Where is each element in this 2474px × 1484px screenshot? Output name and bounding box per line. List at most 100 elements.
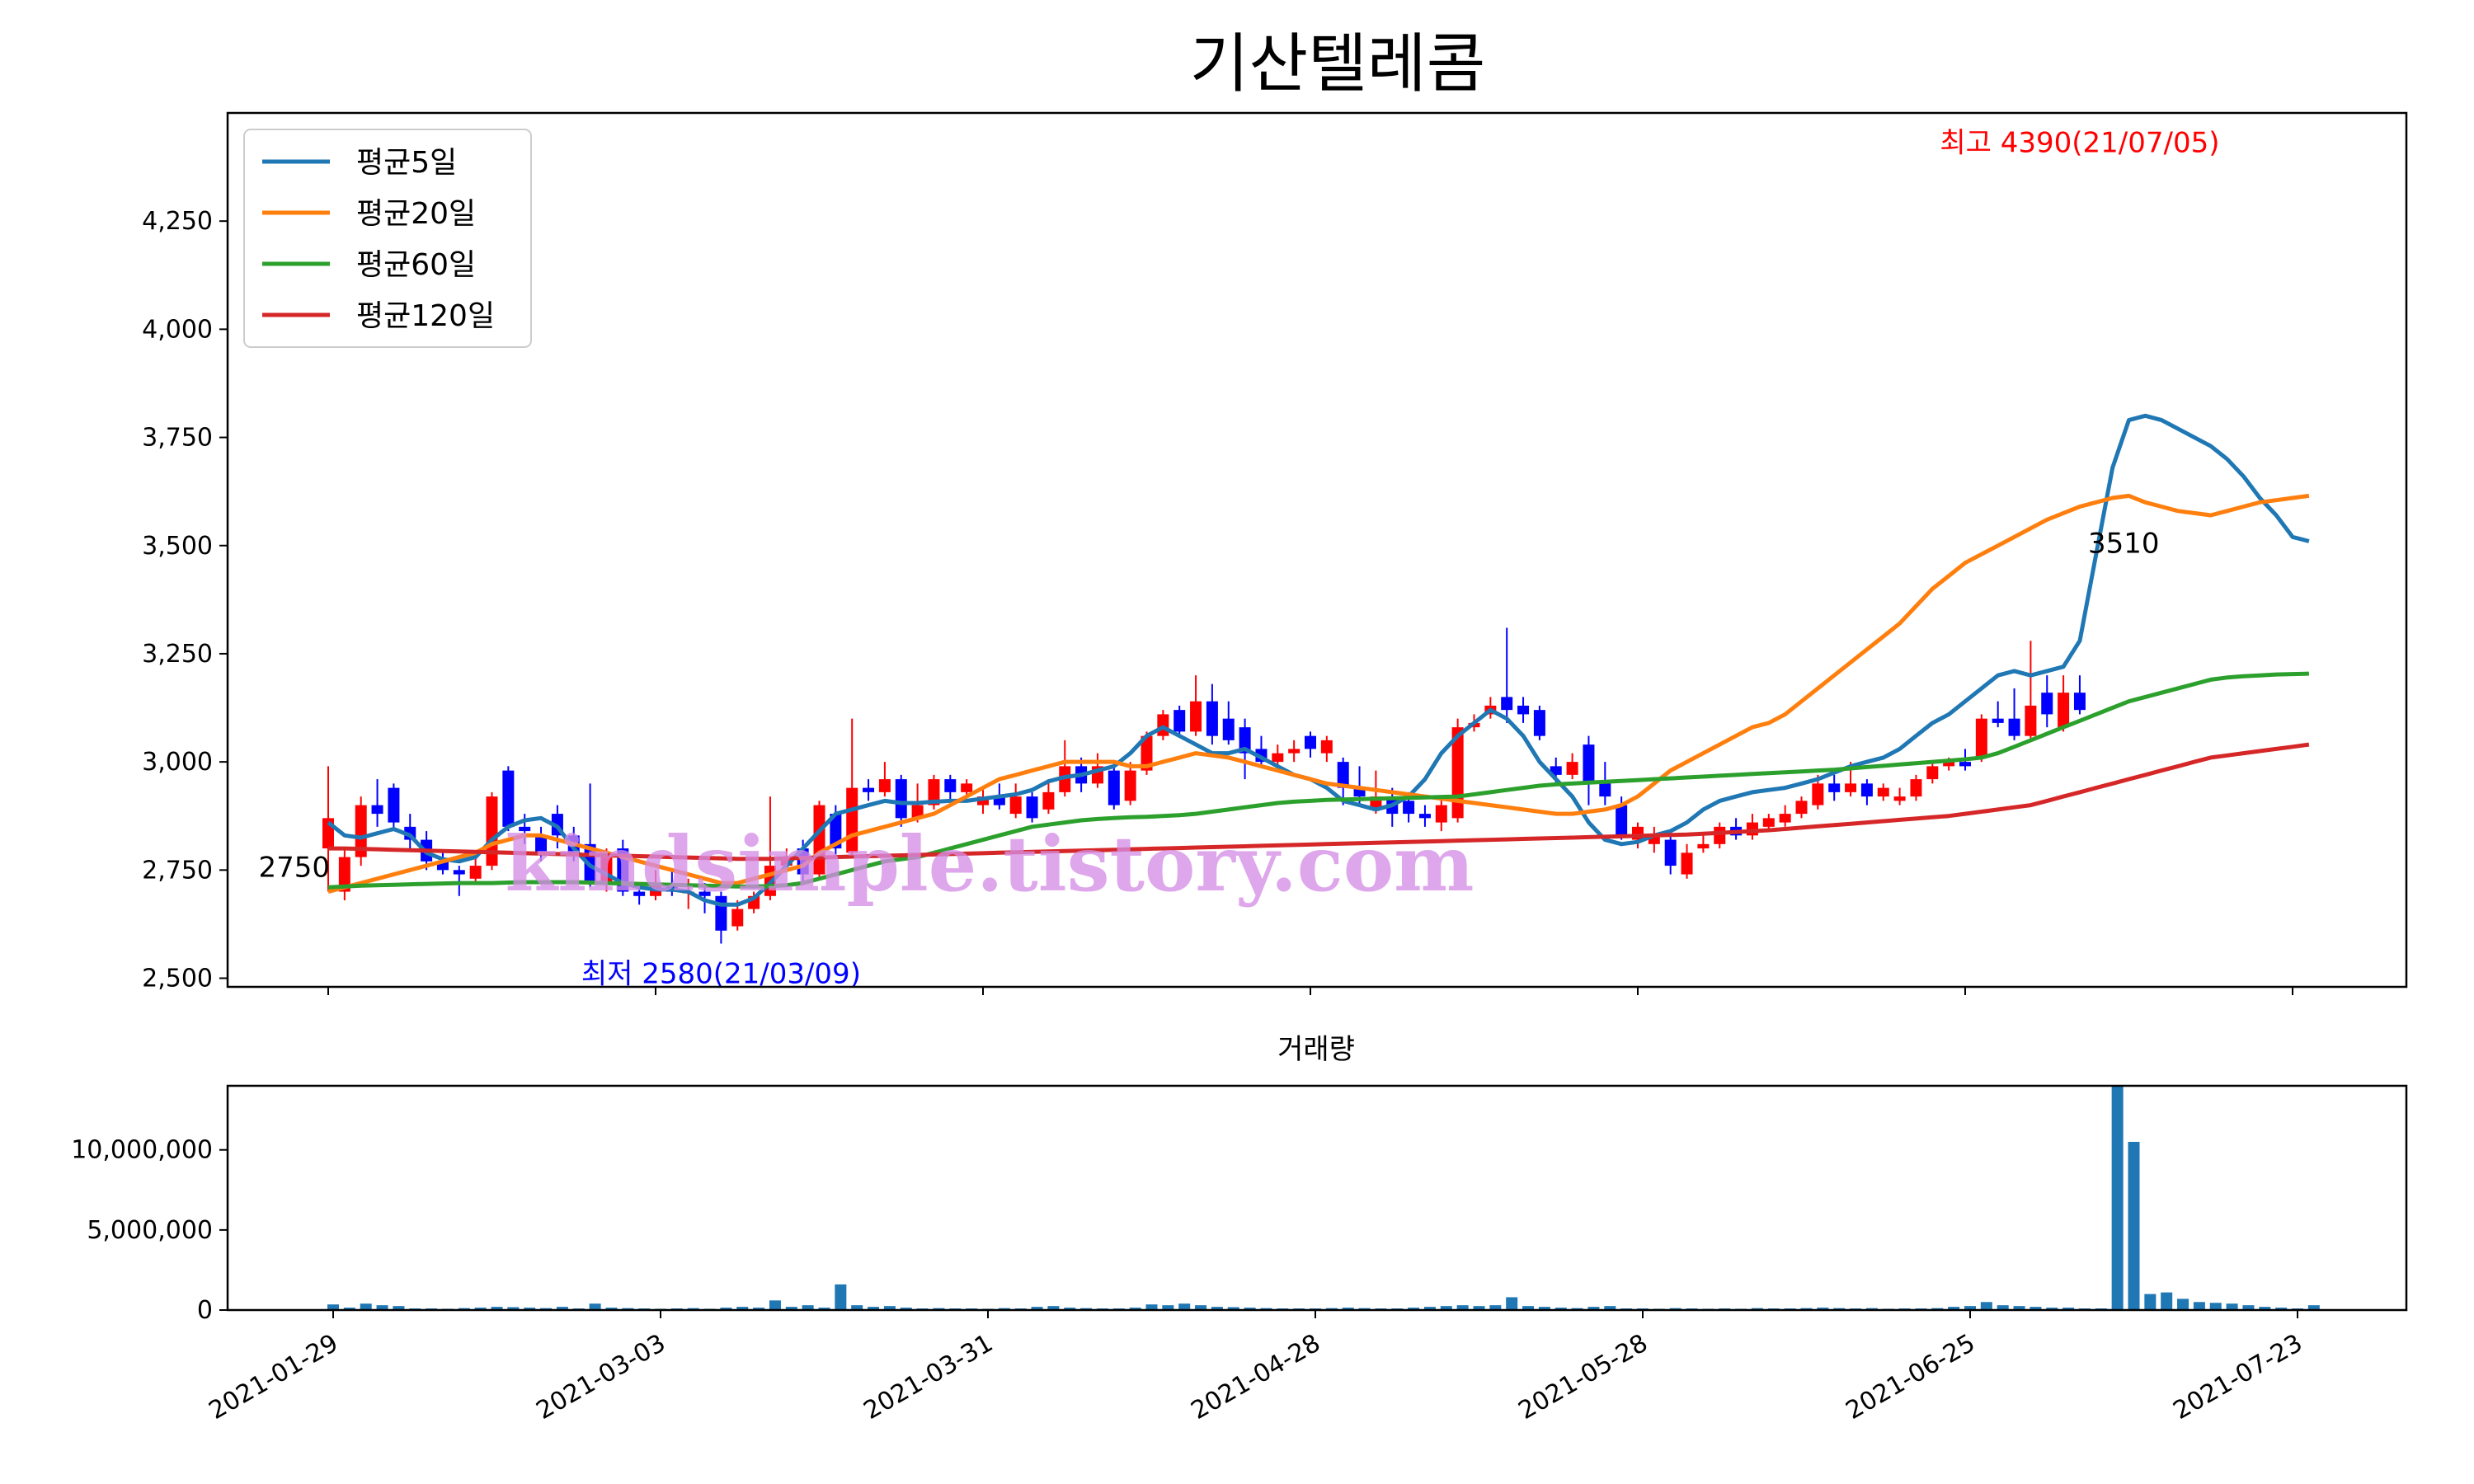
candle-body	[1305, 735, 1316, 749]
volume-bar	[474, 1308, 487, 1310]
volume-bar	[2128, 1142, 2140, 1310]
volume-bar	[1489, 1305, 1502, 1310]
volume-bar	[883, 1306, 896, 1310]
low-price-label: 최저 2580(21/03/09)	[581, 958, 861, 991]
candle-body	[666, 883, 678, 892]
candle-body	[1108, 770, 1120, 805]
volume-tick-label: 10,000,000	[71, 1136, 213, 1165]
moving-average-lines	[327, 413, 2310, 907]
candle-body	[1157, 714, 1169, 736]
volume-bar	[1408, 1308, 1420, 1310]
date-tick-label: 2021-06-25	[1841, 1329, 1980, 1425]
price-tick-label: 4,250	[142, 207, 213, 236]
volume-bar	[2046, 1308, 2058, 1310]
volume-bar	[1129, 1308, 1141, 1310]
candle-body	[698, 891, 711, 896]
candle-body	[1664, 839, 1677, 866]
volume-bar	[1031, 1307, 1043, 1310]
candle-body	[1288, 749, 1300, 754]
candle-body	[1190, 701, 1202, 732]
high-price-label: 최고 4390(21/07/05)	[1940, 127, 2219, 160]
volume-bar	[1162, 1305, 1174, 1310]
volume-bar	[2111, 1086, 2124, 1310]
candle-body	[355, 805, 367, 857]
candle-body	[338, 857, 350, 892]
candle-body	[388, 787, 400, 823]
volume-bar	[524, 1308, 536, 1310]
price-plot-frame	[226, 111, 2408, 989]
candle-body	[911, 805, 924, 819]
candle-body	[1845, 783, 1857, 792]
volume-bar	[1538, 1307, 1550, 1310]
legend-label: 평균5일	[356, 146, 457, 180]
moving-average-ma20	[327, 493, 2310, 895]
date-tick-label: 2021-01-29	[205, 1329, 343, 1425]
candle-body	[895, 779, 907, 819]
volume-bar	[589, 1303, 601, 1310]
volume-plot-frame	[226, 1084, 2408, 1312]
volume-bar	[1227, 1307, 1239, 1310]
candle-body	[1517, 705, 1530, 715]
candle-body	[1206, 701, 1218, 736]
candle-body	[2041, 693, 2053, 715]
candle-body	[469, 866, 482, 879]
candle-body	[780, 857, 793, 866]
volume-y-axis: 0 5,000,000 10,000,000	[71, 1136, 228, 1325]
volume-bar	[491, 1307, 503, 1310]
candle-body	[1009, 796, 1022, 815]
candle-body	[1959, 762, 1971, 767]
volume-bar	[1211, 1307, 1223, 1310]
candle-body	[519, 826, 531, 832]
volume-bar	[1587, 1307, 1600, 1310]
price-tick-label: 4,000	[142, 315, 213, 344]
candle-body	[1877, 787, 1889, 797]
watermark: kindsimple.tistory.com	[505, 819, 1474, 909]
volume-bar	[2062, 1308, 2075, 1310]
volume-bar	[1964, 1306, 1976, 1310]
volume-bar	[1980, 1302, 1992, 1310]
candle-body	[436, 861, 449, 871]
candle-body	[1860, 783, 1873, 797]
price-tick-label: 2,750	[142, 856, 213, 885]
price-tick-label: 3,250	[142, 640, 213, 669]
volume-bar	[1440, 1306, 1452, 1310]
volume-bar	[900, 1308, 912, 1310]
volume-bar	[1342, 1308, 1354, 1310]
volume-bar	[327, 1304, 339, 1310]
chart-title: 기산텔레콤	[1190, 27, 1486, 101]
candle-body	[1616, 805, 1628, 836]
volume-bar	[2161, 1292, 2173, 1310]
volume-bar	[2259, 1307, 2271, 1310]
volume-bar	[1047, 1306, 1060, 1310]
legend-label: 평균60일	[356, 248, 476, 282]
candle-body	[2058, 693, 2070, 728]
volume-bar	[1423, 1307, 1436, 1310]
volume-bar	[1554, 1308, 1567, 1310]
volume-bar	[851, 1305, 863, 1310]
volume-bar	[1604, 1306, 1616, 1310]
candle-body	[878, 779, 891, 792]
volume-bar	[2307, 1305, 2320, 1310]
candle-body	[502, 770, 515, 827]
volume-bar	[769, 1300, 781, 1310]
volume-bar	[720, 1308, 732, 1310]
volume-bar	[1522, 1306, 1535, 1310]
candle-body	[1174, 710, 1186, 732]
volume-bar	[835, 1284, 847, 1310]
volume-bar	[2242, 1305, 2255, 1310]
first-close-label: 2750	[258, 851, 330, 884]
candle-body	[1403, 801, 1415, 815]
date-tick-label: 2021-07-23	[2169, 1329, 2307, 1425]
volume-bar	[736, 1307, 749, 1310]
candle-body	[1501, 697, 1513, 711]
volume-bars	[327, 1086, 2320, 1310]
candle-body	[1337, 762, 1349, 788]
candle-body	[1762, 818, 1775, 827]
volume-bar	[1195, 1305, 1207, 1310]
volume-bar	[818, 1308, 830, 1310]
volume-bar	[2193, 1302, 2205, 1310]
volume-bar	[2144, 1294, 2157, 1310]
candle-body	[1910, 779, 1922, 797]
volume-bar	[556, 1307, 568, 1310]
